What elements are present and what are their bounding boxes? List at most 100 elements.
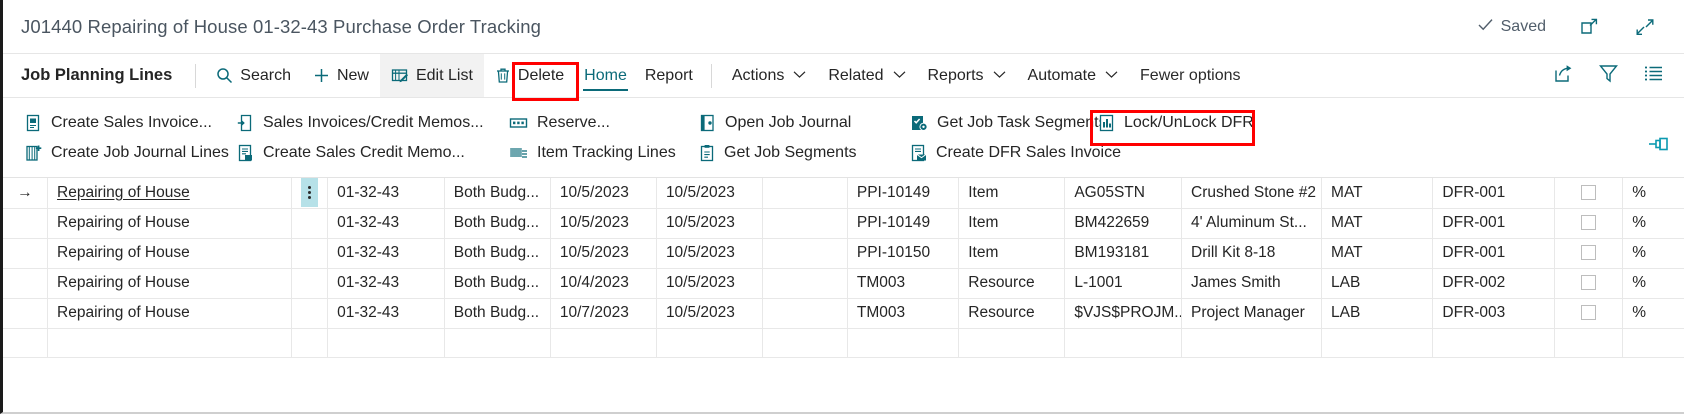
tab-home[interactable]: Home	[575, 54, 636, 97]
cell-blank[interactable]	[762, 208, 848, 239]
cell-planning-date[interactable]: 10/5/2023	[550, 208, 657, 239]
filter-icon[interactable]	[1598, 63, 1619, 89]
cell-no[interactable]: BM193181	[1064, 238, 1183, 269]
list-view-icon[interactable]	[1643, 63, 1664, 89]
cell-no[interactable]	[1064, 328, 1183, 358]
row-checkbox[interactable]	[1581, 245, 1597, 261]
row-menu-button[interactable]	[291, 208, 329, 239]
cell-blank[interactable]	[762, 178, 848, 209]
lock-unlock-dfr-action[interactable]: Lock/UnLock DFR	[1085, 114, 1254, 132]
cell-document-no[interactable]: PPI-10149	[847, 178, 960, 209]
create-dfr-sales-invoice-action[interactable]: Create DFR Sales Invoice	[910, 144, 1121, 162]
item-tracking-lines-action[interactable]: Item Tracking Lines	[509, 144, 699, 162]
cell-document-no[interactable]: TM003	[847, 268, 960, 299]
cell-line-type[interactable]: Both Budg...	[444, 208, 551, 239]
cell-blank[interactable]	[762, 328, 848, 358]
cell-dfr-no[interactable]	[1432, 328, 1556, 358]
cell-planning-date[interactable]	[550, 328, 657, 358]
share-icon[interactable]	[1553, 63, 1574, 89]
get-job-task-segments-action[interactable]: Get Job Task Segments	[910, 114, 1107, 132]
cell-line-type[interactable]	[444, 328, 551, 358]
cell-document-date[interactable]: 10/5/2023	[656, 238, 764, 269]
cell-dfr-no[interactable]: DFR-001	[1432, 208, 1556, 239]
cell-job-task-no[interactable]: 01-32-43	[327, 238, 445, 269]
cell-description[interactable]: Repairing of House	[47, 238, 293, 269]
search-button[interactable]: Search	[205, 54, 302, 97]
row-menu-button[interactable]	[291, 328, 329, 358]
cell-job-task-no[interactable]	[327, 328, 445, 358]
cell-no[interactable]: AG05STN	[1064, 178, 1183, 209]
row-menu-button[interactable]	[291, 178, 329, 209]
cell-group[interactable]: LAB	[1321, 268, 1434, 299]
cell-item-description[interactable]: Drill Kit 8-18	[1181, 238, 1323, 269]
cell-no[interactable]: $VJS$PROJM...	[1064, 298, 1183, 329]
cell-job-task-no[interactable]: 01-32-43	[327, 268, 445, 299]
cell-percent[interactable]: %	[1622, 208, 1684, 239]
create-sales-credit-memo-action[interactable]: Create Sales Credit Memo...	[237, 144, 509, 162]
cell-percent[interactable]: %	[1622, 178, 1684, 209]
cell-item-description[interactable]: 4' Aluminum St...	[1181, 208, 1323, 239]
cell-checkbox[interactable]	[1554, 208, 1624, 239]
cell-checkbox[interactable]	[1554, 238, 1624, 269]
open-job-journal-action[interactable]: Open Job Journal	[699, 114, 910, 132]
table-row[interactable]: Repairing of House 01-32-43 Both Budg...…	[3, 298, 1684, 329]
table-row[interactable]: Repairing of House 01-32-43 Both Budg...…	[3, 268, 1684, 299]
cell-blank[interactable]	[762, 238, 848, 269]
cell-type[interactable]: Resource	[958, 298, 1066, 329]
cell-description[interactable]: Repairing of House	[47, 178, 293, 209]
cell-line-type[interactable]: Both Budg...	[444, 238, 551, 269]
new-button[interactable]: New	[302, 54, 380, 97]
cell-type[interactable]: Item	[958, 178, 1066, 209]
pin-icon[interactable]	[1648, 136, 1670, 157]
cell-dfr-no[interactable]: DFR-003	[1432, 298, 1556, 329]
create-sales-invoice-action[interactable]: Create Sales Invoice...	[25, 114, 237, 132]
actions-menu[interactable]: Actions	[721, 54, 817, 97]
cell-dfr-no[interactable]: DFR-001	[1432, 238, 1556, 269]
cell-planning-date[interactable]: 10/4/2023	[550, 268, 657, 299]
cell-item-description[interactable]: James Smith	[1181, 268, 1323, 299]
reserve-action[interactable]: Reserve...	[509, 114, 699, 132]
fewer-options-button[interactable]: Fewer options	[1129, 54, 1252, 97]
cell-job-task-no[interactable]: 01-32-43	[327, 298, 445, 329]
cell-planning-date[interactable]: 10/5/2023	[550, 178, 657, 209]
create-job-journal-lines-action[interactable]: Create Job Journal Lines	[25, 144, 237, 162]
cell-item-description[interactable]: Project Manager	[1181, 298, 1323, 329]
row-checkbox[interactable]	[1581, 275, 1597, 291]
cell-group[interactable]	[1321, 328, 1434, 358]
cell-percent[interactable]	[1622, 328, 1684, 358]
table-row[interactable]: → Repairing of House 01-32-43 Both Budg.…	[3, 178, 1684, 209]
cell-document-date[interactable]: 10/5/2023	[656, 208, 764, 239]
cell-line-type[interactable]: Both Budg...	[444, 298, 551, 329]
cell-document-no[interactable]: PPI-10150	[847, 238, 960, 269]
cell-description[interactable]: Repairing of House	[47, 268, 293, 299]
cell-checkbox[interactable]	[1554, 298, 1624, 329]
cell-no[interactable]: BM422659	[1064, 208, 1183, 239]
cell-document-date[interactable]: 10/5/2023	[656, 178, 764, 209]
row-checkbox[interactable]	[1581, 305, 1597, 321]
cell-document-date[interactable]: 10/5/2023	[656, 268, 764, 299]
cell-blank[interactable]	[762, 268, 848, 299]
cell-planning-date[interactable]: 10/5/2023	[550, 238, 657, 269]
row-checkbox[interactable]	[1581, 185, 1597, 201]
table-row[interactable]: Repairing of House 01-32-43 Both Budg...…	[3, 238, 1684, 269]
cell-group[interactable]: MAT	[1321, 178, 1434, 209]
cell-document-no[interactable]: PPI-10149	[847, 208, 960, 239]
row-checkbox[interactable]	[1581, 215, 1597, 231]
sales-invoices-credit-memos-action[interactable]: Sales Invoices/Credit Memos...	[237, 114, 509, 132]
cell-item-description[interactable]	[1181, 328, 1323, 358]
cell-type[interactable]: Item	[958, 238, 1066, 269]
cell-no[interactable]: L-1001	[1064, 268, 1183, 299]
cell-type[interactable]: Resource	[958, 268, 1066, 299]
row-menu-button[interactable]	[291, 298, 329, 329]
edit-list-button[interactable]: Edit List	[379, 54, 484, 97]
cell-item-description[interactable]: Crushed Stone #2	[1181, 178, 1323, 209]
cell-type[interactable]	[958, 328, 1066, 358]
get-job-segments-action[interactable]: Get Job Segments	[699, 144, 910, 162]
cell-dfr-no[interactable]: DFR-001	[1432, 178, 1556, 209]
cell-checkbox[interactable]	[1554, 268, 1624, 299]
cell-percent[interactable]: %	[1622, 268, 1684, 299]
cell-job-task-no[interactable]: 01-32-43	[327, 208, 445, 239]
cell-document-no[interactable]	[847, 328, 960, 358]
reports-menu[interactable]: Reports	[917, 54, 1017, 97]
cell-group[interactable]: LAB	[1321, 298, 1434, 329]
